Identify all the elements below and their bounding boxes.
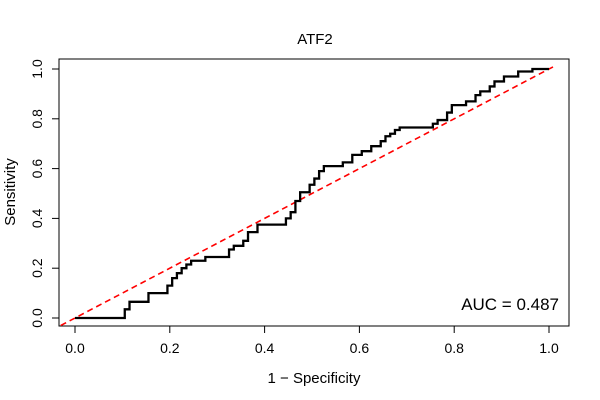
reference-diagonal-line — [60, 65, 556, 327]
x-tick-label: 0.0 — [65, 340, 85, 356]
x-tick-label: 0.4 — [255, 340, 275, 356]
y-tick-label: 0.6 — [29, 159, 45, 179]
x-axis: 0.0 0.2 0.4 0.6 0.8 1.0 — [65, 325, 559, 356]
y-axis-label: Sensitivity — [2, 158, 19, 226]
x-axis-label: 1 − Specificity — [268, 370, 361, 387]
y-tick-label: 0.0 — [29, 308, 45, 328]
chart-title: ATF2 — [297, 31, 333, 48]
auc-annotation: AUC = 0.487 — [461, 295, 559, 314]
roc-curve-line — [75, 67, 549, 320]
x-tick-label: 0.2 — [160, 340, 180, 356]
x-tick-label: 0.6 — [350, 340, 370, 356]
x-tick-label: 1.0 — [539, 340, 559, 356]
y-tick-label: 1.0 — [29, 59, 45, 79]
y-axis: 0.0 0.2 0.4 0.6 0.8 1.0 — [29, 59, 60, 328]
y-tick-label: 0.8 — [29, 109, 45, 129]
y-tick-label: 0.4 — [29, 208, 45, 228]
x-tick-label: 0.8 — [444, 340, 464, 356]
y-tick-label: 0.2 — [29, 258, 45, 278]
